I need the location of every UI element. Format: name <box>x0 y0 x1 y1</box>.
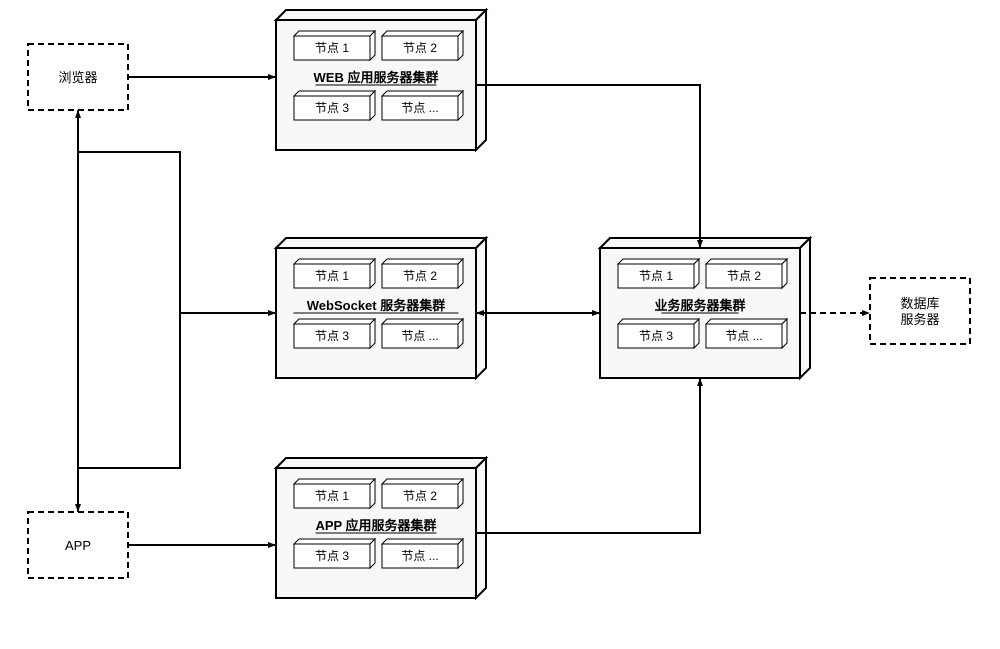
cluster-web-node-2-label: 节点 3 <box>315 101 349 115</box>
cluster-biz-node-0-label: 节点 1 <box>639 269 673 283</box>
cluster-web-node-0-label: 节点 1 <box>315 41 349 55</box>
cluster-web: 节点 1 节点 2 节点 3 节点 ... WEB 应用服务器集群 <box>276 10 486 150</box>
cluster-appserv: 节点 1 节点 2 节点 3 节点 ... APP 应用服务器集群 <box>276 458 486 598</box>
endpoint-db-label: 数据库服务器 <box>900 296 939 327</box>
cluster-web-node-1: 节点 2 <box>382 31 463 60</box>
cluster-biz-node-3: 节点 ... <box>706 319 787 348</box>
cluster-web-node-3: 节点 ... <box>382 91 463 120</box>
cluster-ws-node-3-label: 节点 ... <box>401 329 438 343</box>
cluster-appserv-node-0-label: 节点 1 <box>315 489 349 503</box>
cluster-ws: 节点 1 节点 2 节点 3 节点 ... WebSocket 服务器集群 <box>276 238 486 378</box>
cluster-web-node-0: 节点 1 <box>294 31 375 60</box>
cluster-ws-node-3: 节点 ... <box>382 319 463 348</box>
cluster-web-node-3-label: 节点 ... <box>401 101 438 115</box>
cluster-web-node-1-label: 节点 2 <box>403 41 437 55</box>
cluster-biz-node-0: 节点 1 <box>618 259 699 288</box>
cluster-web-title: WEB 应用服务器集群 <box>314 70 439 85</box>
cluster-biz-node-2: 节点 3 <box>618 319 699 348</box>
cluster-appserv-node-1: 节点 2 <box>382 479 463 508</box>
cluster-ws-title: WebSocket 服务器集群 <box>307 298 445 313</box>
cluster-ws-node-2-label: 节点 3 <box>315 329 349 343</box>
cluster-ws-node-0: 节点 1 <box>294 259 375 288</box>
cluster-biz: 节点 1 节点 2 节点 3 节点 ... 业务服务器集群 <box>600 238 810 378</box>
cluster-appserv-node-0: 节点 1 <box>294 479 375 508</box>
cluster-ws-node-0-label: 节点 1 <box>315 269 349 283</box>
cluster-biz-node-2-label: 节点 3 <box>639 329 673 343</box>
cluster-biz-node-1: 节点 2 <box>706 259 787 288</box>
cluster-appserv-node-2-label: 节点 3 <box>315 549 349 563</box>
cluster-ws-node-2: 节点 3 <box>294 319 375 348</box>
cluster-appserv-title: APP 应用服务器集群 <box>315 518 436 533</box>
cluster-appserv-node-3: 节点 ... <box>382 539 463 568</box>
cluster-ws-node-1: 节点 2 <box>382 259 463 288</box>
cluster-web-node-2: 节点 3 <box>294 91 375 120</box>
endpoint-app-label: APP <box>65 538 91 553</box>
cluster-appserv-node-3-label: 节点 ... <box>401 549 438 563</box>
cluster-appserv-node-1-label: 节点 2 <box>403 489 437 503</box>
endpoint-browser-label: 浏览器 <box>58 70 97 85</box>
cluster-biz-node-3-label: 节点 ... <box>725 329 762 343</box>
cluster-biz-node-1-label: 节点 2 <box>727 269 761 283</box>
cluster-biz-title: 业务服务器集群 <box>654 298 745 313</box>
cluster-appserv-node-2: 节点 3 <box>294 539 375 568</box>
cluster-ws-node-1-label: 节点 2 <box>403 269 437 283</box>
